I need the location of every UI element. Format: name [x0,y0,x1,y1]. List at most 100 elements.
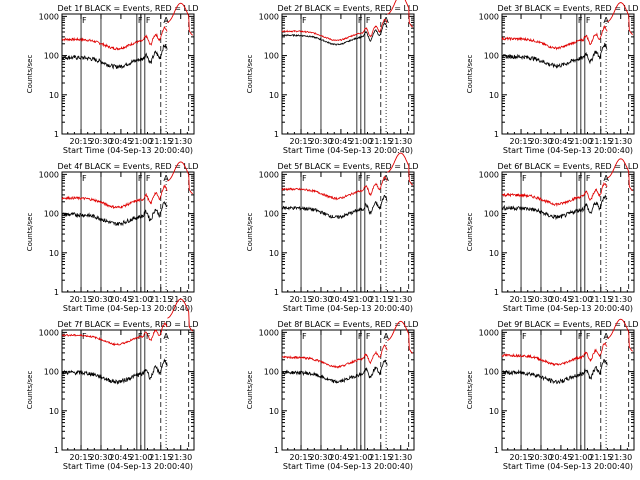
events-series-line [501,194,608,221]
y-axis-label: Counts/sec [246,371,254,410]
events-series-line [502,42,608,69]
y-tick-label: 1000 [39,170,59,179]
y-tick-label: 1 [54,130,59,139]
x-tick-label: 20:30 [89,137,112,146]
attenuator-marker: A [603,16,609,25]
y-tick-label: 1000 [39,328,59,337]
x-tick-label: 20:15 [290,137,313,146]
lld-flare-peak [607,158,633,192]
f-flag-label: F [366,174,371,183]
panel-det-3: Det 3f BLACK = Events, RED = LLD 1 10 100 10… [466,2,639,155]
y-tick-label: 1 [494,130,499,139]
y-tick-label: 1 [54,446,59,455]
y-tick-label: 10 [269,91,279,100]
panel-title: Det 2f BLACK = Events, RED = LLD [277,4,418,13]
x-tick-label: 21:00 [349,295,372,304]
plot-frame [501,329,635,451]
panel-det-2: Det 2f BLACK = Events, RED = LLD 1 10 100 10… [246,0,419,155]
attenuator-marker: A [163,174,169,183]
f-flag-label: F [302,332,307,341]
x-tick-label: 21:30 [609,295,632,304]
panel-title: Det 7f BLACK = Events, RED = LLD [57,320,198,329]
x-tick-label: 20:45 [329,453,352,462]
f-flag-label: F [578,16,583,25]
lld-series-line [501,181,608,207]
f-flag-label: F [522,332,527,341]
x-tick-label: 20:30 [89,453,112,462]
x-tick-label: 20:15 [290,295,313,304]
x-tick-label: 21:00 [569,137,592,146]
f-flag-label: F [358,174,363,183]
lld-series-line [61,184,168,210]
lld-flare-peak [607,2,633,35]
x-tick-label: 20:15 [70,137,93,146]
panel-title: Det 4f BLACK = Events, RED = LLD [57,162,198,171]
y-tick-label: 1000 [479,170,499,179]
f-flag-label: F [586,332,591,341]
f-flag-label: F [146,174,151,183]
x-tick-label: 20:30 [529,295,552,304]
y-tick-label: 100 [484,210,499,219]
f-flag-label: F [578,332,583,341]
lld-series-line [281,18,388,42]
x-tick-label: 21:30 [169,137,192,146]
x-axis-label: Start Time (04-Sep-13 20:00:40) [503,304,633,313]
x-axis-label: Start Time (04-Sep-13 20:00:40) [63,462,193,471]
f-flag-label: F [358,332,363,341]
y-axis-label: Counts/sec [246,55,254,94]
x-tick-label: 21:30 [609,137,632,146]
y-axis-label: Counts/sec [466,213,474,252]
x-tick-label: 21:00 [569,453,592,462]
y-tick-label: 10 [269,249,279,258]
y-axis-label: Counts/sec [466,371,474,410]
lld-series-line [61,322,168,347]
panel-title: Det 3f BLACK = Events, RED = LLD [497,4,638,13]
plot-frame [61,329,195,451]
attenuator-marker: A [603,174,609,183]
f-flag-label: F [302,16,307,25]
plot-frame [61,13,195,135]
x-tick-label: 20:15 [510,137,533,146]
panel-title: Det 8f BLACK = Events, RED = LLD [277,320,418,329]
y-tick-label: 100 [484,368,499,377]
f-flag-label: F [578,174,583,183]
events-series-line [61,358,168,385]
lld-flare-peak [387,152,413,186]
x-tick-label: 20:45 [109,137,132,146]
lld-flare-peak [387,0,413,28]
f-flag-label: F [146,16,151,25]
f-flag-label: F [586,174,591,183]
x-tick-label: 21:30 [389,295,412,304]
plot-frame [61,171,195,293]
x-tick-label: 20:30 [529,453,552,462]
y-tick-label: 10 [49,249,59,258]
x-tick-label: 21:15 [149,137,172,146]
y-tick-label: 10 [269,407,279,416]
x-tick-label: 20:15 [70,295,93,304]
x-tick-label: 20:30 [529,137,552,146]
x-tick-label: 20:15 [290,453,313,462]
x-tick-label: 20:45 [329,295,352,304]
x-tick-label: 21:00 [349,453,372,462]
panel-title: Det 6f BLACK = Events, RED = LLD [497,162,638,171]
events-series-line [501,359,608,385]
x-tick-label: 20:45 [109,453,132,462]
x-tick-label: 21:30 [389,137,412,146]
panel-det-6: Det 6f BLACK = Events, RED = LLD 1 10 100 10… [466,158,639,313]
events-series-line [281,359,388,384]
x-tick-label: 20:30 [89,295,112,304]
y-tick-label: 10 [489,249,499,258]
y-tick-label: 1000 [39,12,59,21]
lld-series-line [501,342,608,367]
x-tick-label: 21:00 [349,137,372,146]
lld-flare-peak [167,161,193,195]
y-tick-label: 10 [49,407,59,416]
y-tick-label: 10 [489,91,499,100]
x-tick-label: 21:00 [569,295,592,304]
f-flag-label: F [366,16,371,25]
y-tick-label: 1000 [259,12,279,21]
y-tick-label: 1 [494,288,499,297]
attenuator-marker: A [163,332,169,341]
attenuator-marker: A [383,332,389,341]
